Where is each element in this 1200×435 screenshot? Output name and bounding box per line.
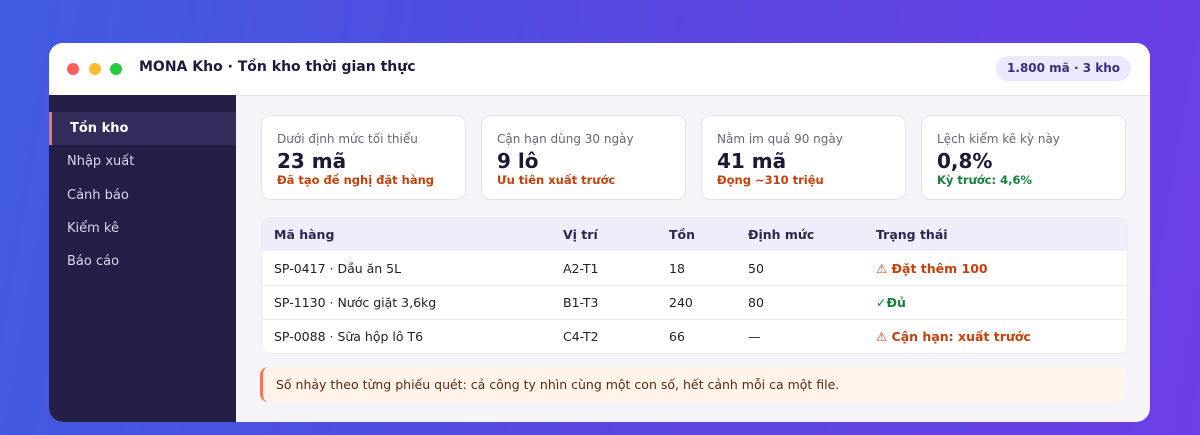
- location: C4-T2: [563, 329, 599, 344]
- table-row[interactable]: SP-0417 · Dầu ăn 5L A2-T1 18 50 ⚠ Đặt th…: [262, 252, 1127, 285]
- column-header: Vị trí: [563, 227, 598, 242]
- status: ✓Đủ: [876, 295, 906, 310]
- location: B1-T3: [563, 295, 599, 310]
- column-header: Mã hàng: [274, 227, 335, 242]
- column-header: Tồn: [669, 227, 696, 242]
- card-label: Cận hạn dùng 30 ngày: [497, 132, 634, 146]
- card-note: Đọng ~310 triệu: [717, 173, 824, 187]
- card-value: 23 mã: [277, 149, 347, 173]
- card-label: Dưới định mức tối thiểu: [277, 132, 418, 146]
- summary-badge: 1.800 mã · 3 kho: [996, 56, 1131, 81]
- card-label: Lệch kiểm kê kỳ này: [937, 132, 1060, 146]
- nav-item[interactable]: Cảnh báo: [67, 188, 129, 203]
- location: A2-T1: [563, 261, 599, 276]
- stat-card: Lệch kiểm kê kỳ này 0,8% Kỳ trước: 4,6%: [921, 115, 1126, 200]
- nav-item[interactable]: Kiểm kê: [67, 221, 119, 236]
- table-row[interactable]: SP-1130 · Nước giặt 3,6kg B1-T3 240 80 ✓…: [262, 285, 1127, 319]
- card-note: Đã tạo đề nghị đặt hàng: [277, 173, 435, 187]
- maximize-button[interactable]: [110, 63, 122, 75]
- nav-item[interactable]: Nhập xuất: [67, 154, 135, 169]
- stat-card: Nằm im quá 90 ngày 41 mã Đọng ~310 triệu: [701, 115, 906, 200]
- card-value: 0,8%: [937, 149, 993, 173]
- card-label: Nằm im quá 90 ngày: [717, 132, 843, 146]
- stock: 18: [669, 261, 685, 276]
- minimum: 80: [748, 295, 764, 310]
- status: ⚠ Đặt thêm 100: [876, 261, 988, 276]
- minimum: 50: [748, 261, 764, 276]
- stock-table: Mã hàng Vị trí Tồn Định mức Trạng thái S…: [261, 217, 1128, 354]
- stat-card: Dưới định mức tối thiểu 23 mã Đã tạo đề …: [261, 115, 466, 200]
- nav-item[interactable]: Tồn kho: [49, 112, 236, 145]
- sidebar: Tồn kho Nhập xuất Cảnh báo Kiểm kê Báo c…: [49, 95, 236, 422]
- item-code: SP-0088 · Sữa hộp lô T6: [274, 329, 424, 344]
- card-note: Ưu tiên xuất trước: [497, 173, 616, 187]
- item-code: SP-0417 · Dầu ăn 5L: [274, 261, 402, 276]
- column-header: Trạng thái: [876, 227, 948, 242]
- title-bar: MONA Kho · Tồn kho thời gian thực 1.800 …: [49, 43, 1150, 96]
- card-value: 41 mã: [717, 149, 787, 173]
- column-header: Định mức: [748, 227, 815, 242]
- table-row[interactable]: SP-0088 · Sữa hộp lô T6 C4-T2 66 — ⚠ Cận…: [262, 319, 1127, 353]
- info-banner: Số nhảy theo từng phiếu quét: cả công ty…: [260, 367, 1124, 402]
- item-code: SP-1130 · Nước giặt 3,6kg: [274, 295, 437, 310]
- stock: 240: [669, 295, 693, 310]
- card-value: 9 lô: [497, 149, 539, 173]
- stat-card: Cận hạn dùng 30 ngày 9 lô Ưu tiên xuất t…: [481, 115, 686, 200]
- minimize-button[interactable]: [89, 63, 101, 75]
- status: ⚠ Cận hạn: xuất trước: [876, 329, 1031, 344]
- app-window: MONA Kho · Tồn kho thời gian thực 1.800 …: [49, 43, 1150, 422]
- minimum: —: [748, 329, 761, 344]
- table-header: Mã hàng Vị trí Tồn Định mức Trạng thái: [262, 218, 1127, 251]
- stock: 66: [669, 329, 685, 344]
- window-title: MONA Kho · Tồn kho thời gian thực: [139, 59, 416, 75]
- nav-item[interactable]: Báo cáo: [67, 254, 120, 269]
- card-note: Kỳ trước: 4,6%: [937, 173, 1032, 187]
- close-button[interactable]: [67, 63, 79, 75]
